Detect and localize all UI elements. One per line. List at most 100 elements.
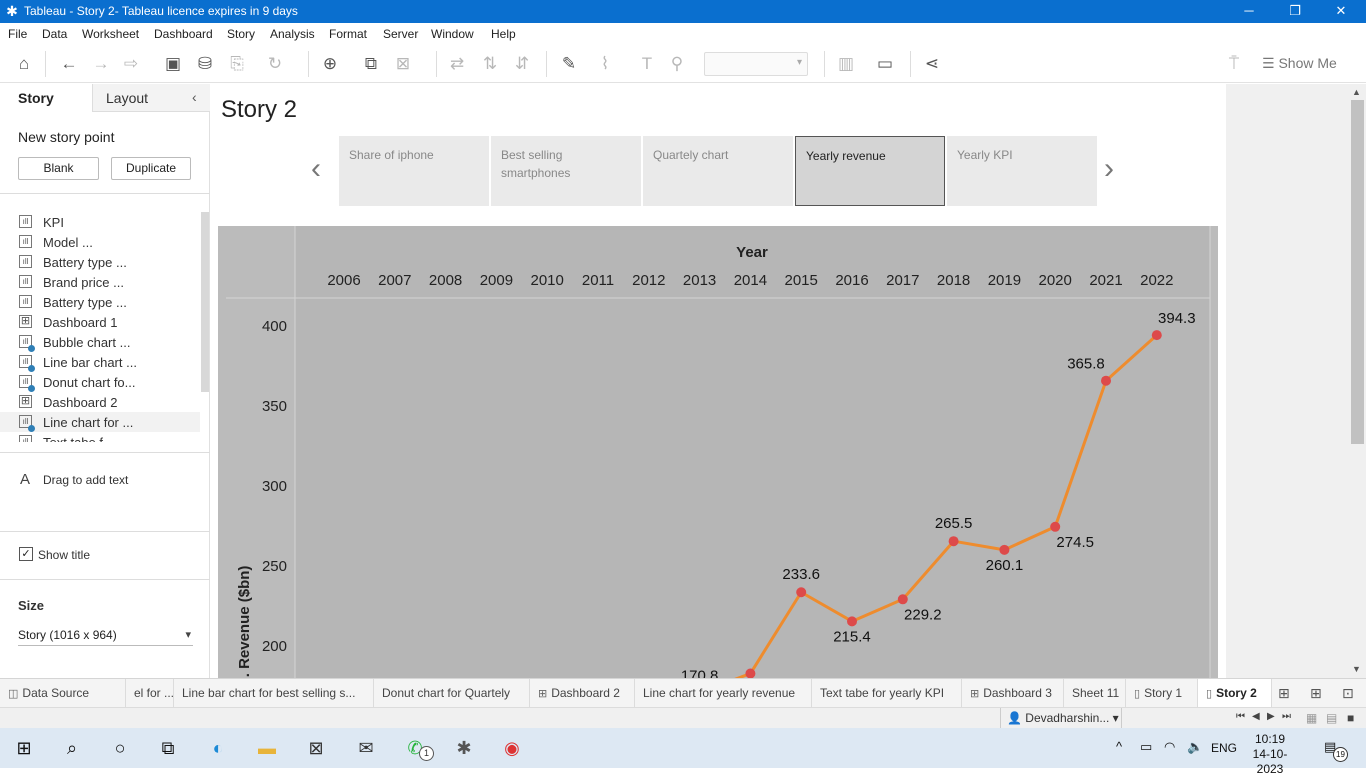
chrome-icon[interactable]: ◉ [504, 738, 520, 758]
volume-icon[interactable]: 🔈 [1187, 739, 1204, 754]
fit-combo[interactable] [704, 52, 808, 76]
redo-icon[interactable]: → [92, 54, 110, 73]
edge-icon[interactable]: ◐ [212, 738, 224, 758]
sheet-list-item[interactable]: ıll Line bar chart ... [0, 352, 200, 372]
drag-to-add-text[interactable]: Drag to add text [43, 473, 129, 487]
show-title-checkbox[interactable]: ✓ [19, 547, 33, 561]
story-point[interactable]: Best selling smartphones [491, 136, 641, 206]
tab-layout[interactable]: Layout [92, 84, 210, 112]
filmstrip-icon[interactable]: ▤ [1326, 711, 1338, 725]
sheet-list-item[interactable]: ıll Brand price ... [0, 272, 200, 292]
sheet-list-scrollbar[interactable] [201, 212, 209, 392]
pin-icon[interactable]: ⚲ [670, 54, 684, 73]
sheet-tab[interactable]: el for ... [126, 679, 174, 707]
size-dropdown[interactable]: Story (1016 x 964) [18, 624, 193, 646]
sheet-tab[interactable]: Line chart for yearly revenue [635, 679, 812, 707]
collapse-icon[interactable]: ‹ [192, 89, 197, 105]
sort-descending-icon[interactable]: ⇵ [514, 54, 530, 73]
sheet-tab[interactable]: ▯ Story 2 [1198, 679, 1272, 707]
cortana-icon[interactable]: ○ [114, 738, 126, 758]
sheet-tab[interactable]: ▯ Story 1 [1126, 679, 1198, 707]
sheet-sorter-icon[interactable]: ▦ [1306, 711, 1318, 725]
windows-start-icon[interactable]: ⊞ [16, 738, 32, 758]
pause-updates-icon[interactable]: ⎘ [230, 54, 244, 73]
tab-story[interactable]: Story [0, 84, 92, 112]
duplicate-button[interactable]: Duplicate [111, 157, 191, 180]
scrollbar-thumb[interactable] [1351, 100, 1364, 444]
search-icon[interactable]: ⌕ [66, 738, 78, 758]
sheet-list-item[interactable]: ıll Battery type ... [0, 252, 200, 272]
sheet-list-item[interactable]: ⊞ Dashboard 1 [0, 312, 200, 332]
menu-help[interactable]: Help [491, 27, 516, 41]
wifi-icon[interactable]: ◠ [1164, 739, 1176, 754]
menu-story[interactable]: Story [227, 27, 256, 41]
menu-format[interactable]: Format [329, 27, 368, 41]
clock[interactable]: 10:19 14-10-2023 [1240, 732, 1300, 777]
labels-icon[interactable]: T [641, 54, 653, 73]
task-view-icon[interactable]: ⧉ [161, 738, 175, 758]
duplicate-sheet-icon[interactable]: ⧉ [364, 54, 378, 73]
scroll-down-icon[interactable]: ▼ [1352, 664, 1361, 674]
new-data-source-icon[interactable]: ⛁ [197, 54, 213, 73]
sheet-tab[interactable]: ⊞ Dashboard 2 [530, 679, 635, 707]
sheet-tab[interactable]: Sheet 11 [1064, 679, 1126, 707]
cards-icon[interactable]: ▥ [837, 54, 855, 73]
file-explorer-icon[interactable]: ▬ [258, 738, 276, 758]
menu-server[interactable]: Server [383, 27, 419, 41]
story-point[interactable]: Yearly revenue [795, 136, 945, 206]
menu-file[interactable]: File [8, 27, 28, 41]
restore-button[interactable]: ❐ [1289, 3, 1301, 18]
sheet-tab[interactable]: Line bar chart for best selling s... [174, 679, 374, 707]
share-icon[interactable]: ⋖ [924, 54, 940, 73]
story-point[interactable]: Yearly KPI [947, 136, 1097, 206]
highlight-icon[interactable]: ✎ [561, 54, 577, 73]
tabs-icon[interactable]: ■ [1347, 711, 1355, 725]
clear-sheet-icon[interactable]: ⊠ [395, 54, 411, 73]
language-indicator[interactable]: ENG [1211, 741, 1238, 755]
user-menu[interactable]: 👤 Devadharshin... ▾ [1000, 708, 1122, 729]
sheet-tab[interactable]: Text tabe for yearly KPI [812, 679, 962, 707]
store-icon[interactable]: ⊠ [308, 738, 324, 758]
new-dashboard-tab-icon[interactable]: ⊞ [1310, 685, 1322, 701]
show-me-button[interactable]: ☰ Show Me [1262, 55, 1337, 71]
sheet-list-item[interactable]: ⊞ Dashboard 2 [0, 392, 200, 412]
sort-ascending-icon[interactable]: ⇅ [482, 54, 498, 73]
blank-button[interactable]: Blank [18, 157, 99, 180]
sheet-list-item[interactable]: ıll Model ... [0, 232, 200, 252]
group-icon[interactable]: ⌇ [600, 54, 610, 73]
sheet-list-item[interactable]: ıll Donut chart fo... [0, 372, 200, 392]
tableau-taskbar-icon[interactable]: ✱ [456, 738, 472, 758]
battery-icon[interactable]: ▭ [1140, 739, 1153, 754]
sheet-list-item[interactable]: ıll Bubble chart ... [0, 332, 200, 352]
sheet-list-item[interactable]: ıll KPI [0, 212, 200, 232]
canvas-vertical-scrollbar[interactable]: ▲ ▼ [1349, 84, 1366, 678]
next-sheet-icon[interactable]: ▶ [1267, 711, 1275, 722]
sheet-tab[interactable]: ⊞ Dashboard 3 [962, 679, 1064, 707]
sheet-list-item[interactable]: ıll Text tabe f... [0, 432, 200, 442]
home-icon[interactable]: ⌂ [18, 54, 30, 73]
presentation-icon[interactable]: ▭ [876, 54, 894, 73]
scroll-up-icon[interactable]: ▲ [1352, 87, 1361, 97]
sheet-list-item[interactable]: ıll Battery type ... [0, 292, 200, 312]
prev-sheet-icon[interactable]: ◀ [1252, 711, 1260, 722]
last-sheet-icon[interactable]: ⏭ [1282, 711, 1291, 722]
first-sheet-icon[interactable]: ⏮ [1236, 711, 1245, 722]
sheet-tab[interactable]: ◫ Data Source [0, 679, 126, 707]
show-hidden-icons-icon[interactable]: ^ [1116, 739, 1123, 754]
menu-data[interactable]: Data [42, 27, 68, 41]
new-worksheet-tab-icon[interactable]: ⊞ [1278, 685, 1290, 701]
save-icon[interactable]: ▣ [164, 54, 182, 73]
sheet-list-item[interactable]: ıll Line chart for ... [0, 412, 200, 432]
new-story-tab-icon[interactable]: ⊡ [1342, 685, 1354, 701]
pin-toolbar-icon[interactable]: ⍑ [1228, 54, 1240, 73]
swap-icon[interactable]: ⇄ [449, 54, 465, 73]
close-button[interactable]: ✕ [1335, 3, 1347, 18]
previous-point-icon[interactable]: ‹ [311, 152, 321, 185]
whatsapp-icon[interactable]: ✆ [407, 738, 423, 758]
story-point[interactable]: Quartely chart [643, 136, 793, 206]
undo-icon[interactable]: ← [60, 54, 78, 73]
next-point-icon[interactable]: › [1104, 152, 1114, 185]
sheet-tab[interactable]: Donut chart for Quartely [374, 679, 530, 707]
story-point[interactable]: Share of iphone [339, 136, 489, 206]
menu-dashboard[interactable]: Dashboard [154, 27, 213, 41]
